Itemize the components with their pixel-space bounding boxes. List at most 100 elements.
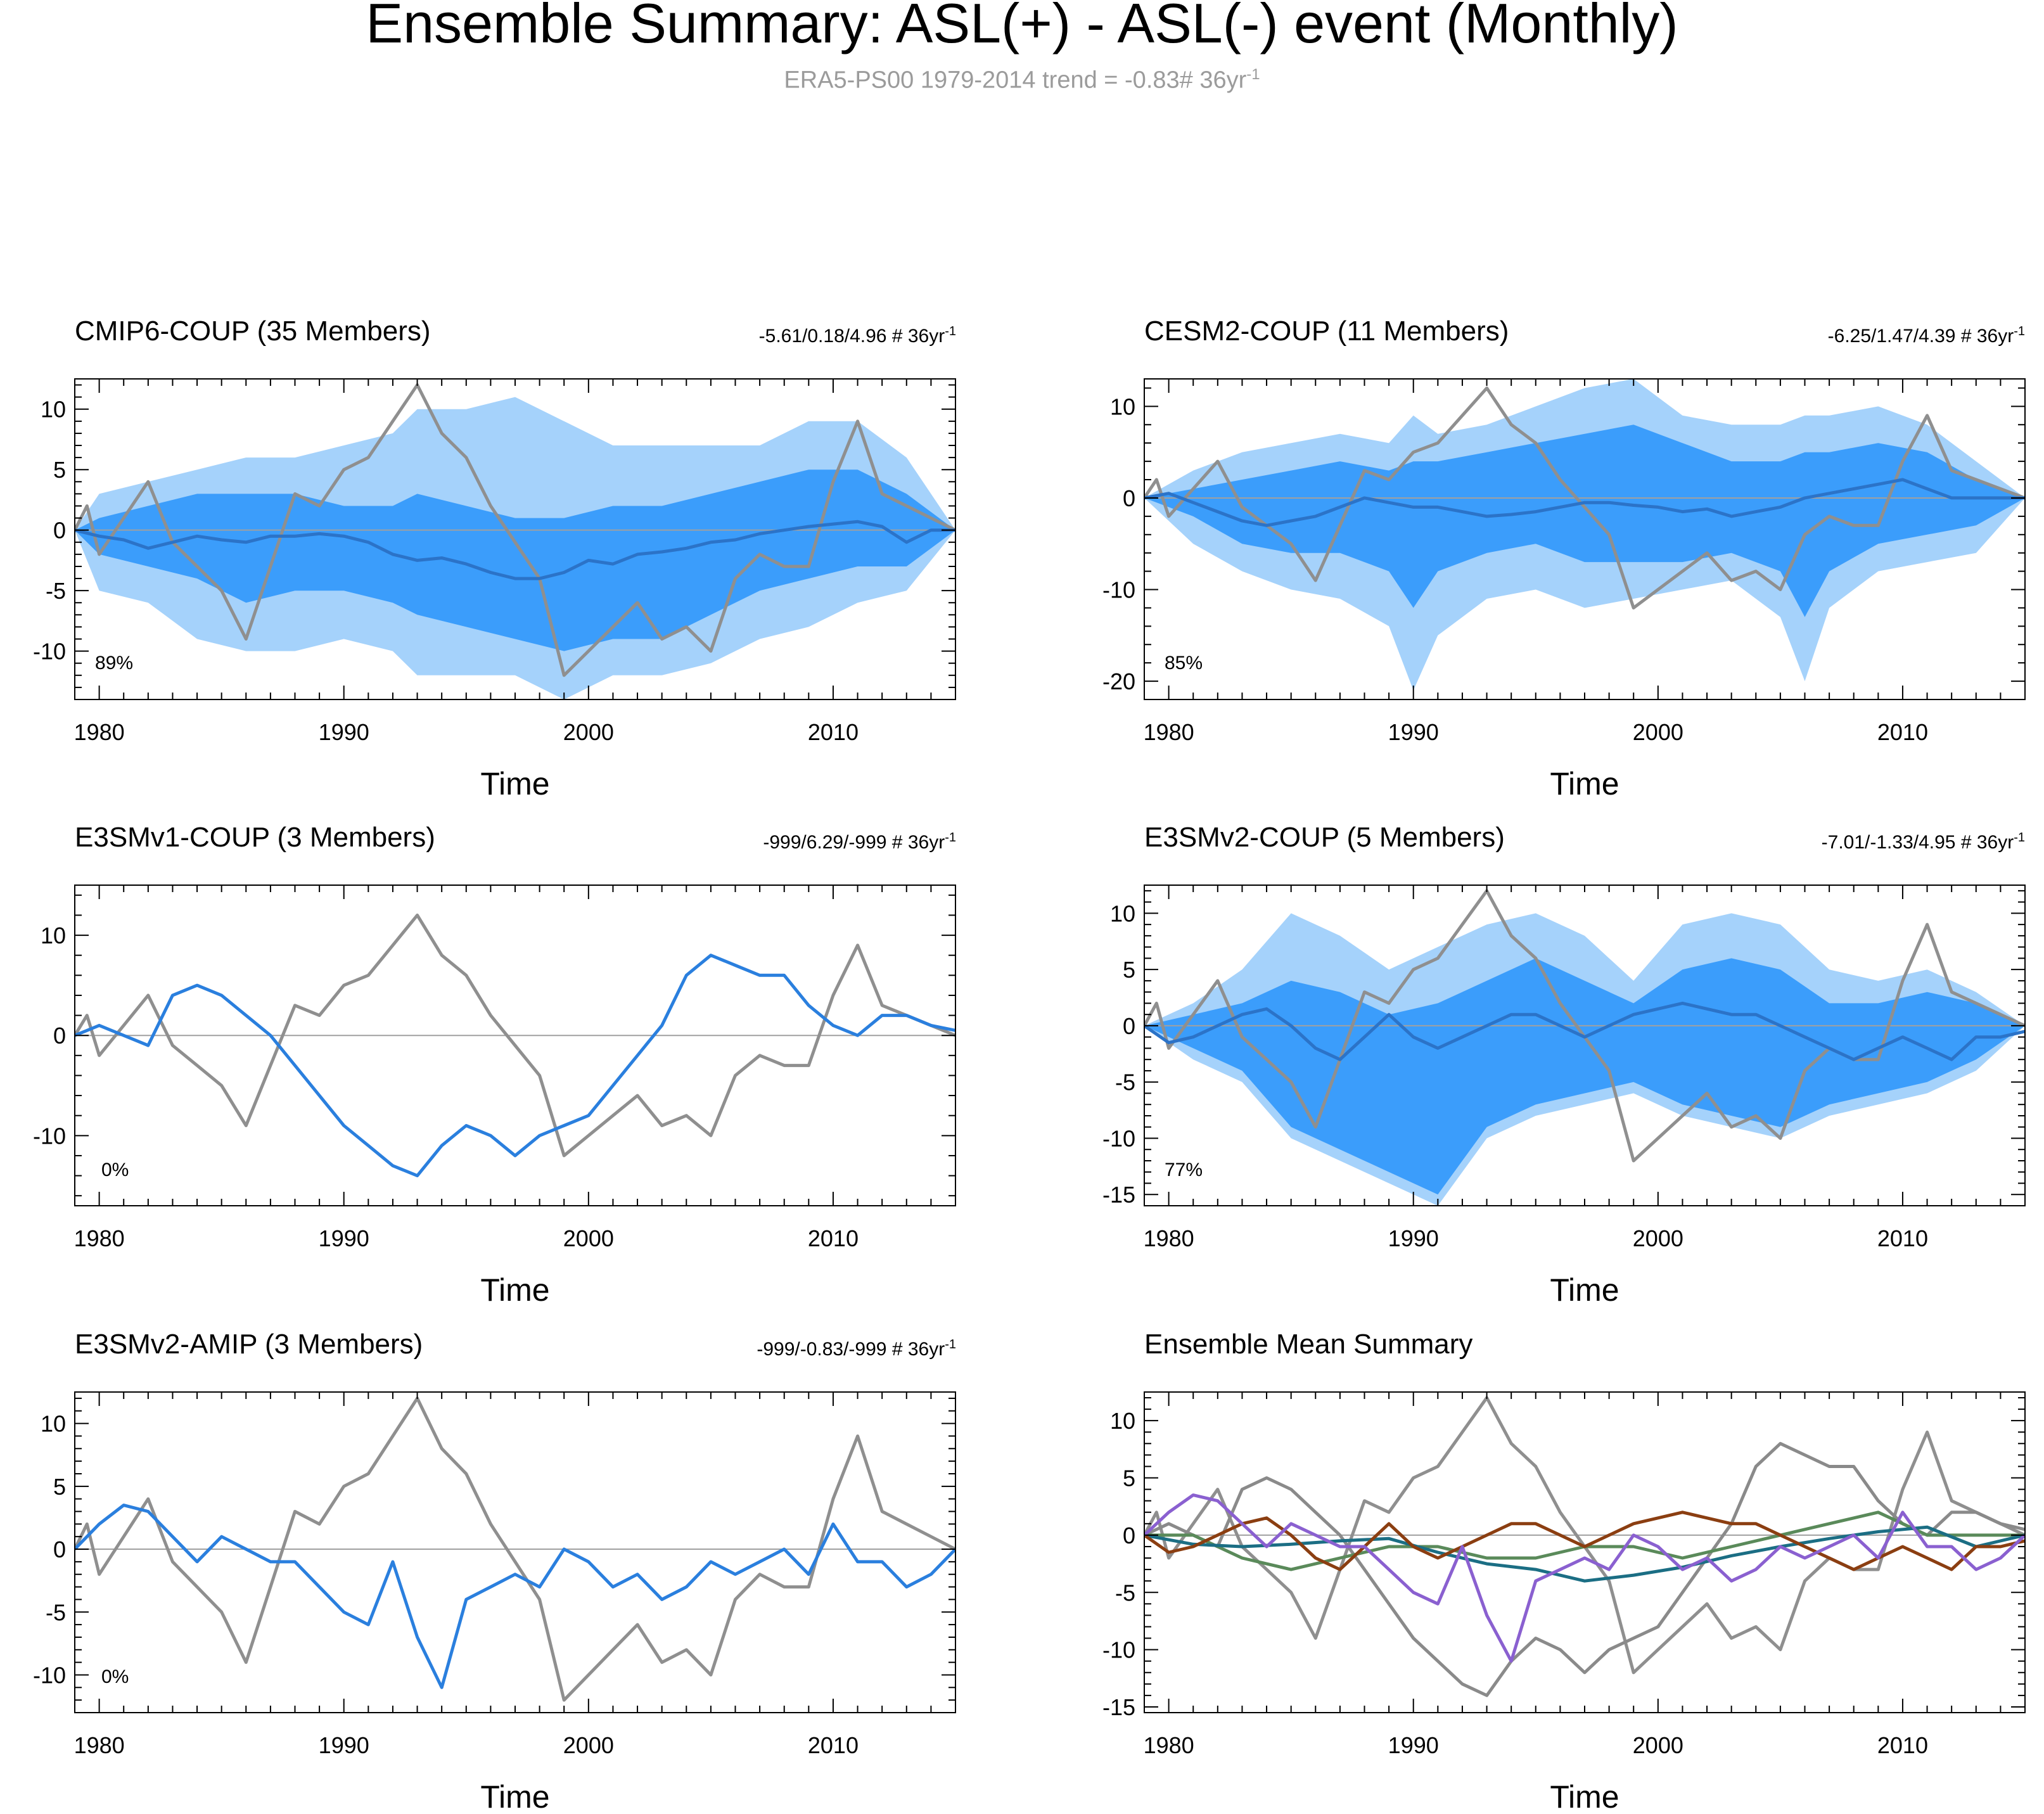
- trend-sup: -1: [945, 1338, 956, 1351]
- trend-sup: -1: [2014, 831, 2025, 845]
- y-tick-label: -10: [1102, 577, 1135, 603]
- x-tick-label: 2000: [1633, 1732, 1683, 1758]
- x-axis-label: Time: [480, 1779, 549, 1814]
- spread-band-inner: [1144, 958, 2025, 1195]
- observed-line: [75, 913, 955, 1158]
- y-tick-label: -5: [46, 1599, 66, 1625]
- y-tick-label: 0: [53, 518, 66, 544]
- summary-line: [1144, 1493, 2025, 1663]
- trend-text: -7.01/-1.33/4.95 # 36yr: [1821, 832, 2014, 853]
- panel-title-e3smv1: E3SMv1-COUP (3 Members): [75, 822, 435, 853]
- x-tick-label: 1990: [1388, 1225, 1439, 1251]
- x-tick-label: 1980: [1144, 719, 1194, 745]
- observed-line: [1144, 1396, 2025, 1675]
- trend-text: -999/6.29/-999 # 36yr: [763, 832, 945, 853]
- x-tick-label: 1990: [319, 1225, 369, 1251]
- panel-percent-e3smv2-coup: 77%: [1165, 1159, 1203, 1180]
- x-tick-label: 2010: [1877, 1732, 1928, 1758]
- x-axis-label: Time: [1550, 1779, 1619, 1814]
- y-tick-label: 0: [53, 1023, 66, 1049]
- y-tick-label: -5: [1115, 1580, 1135, 1606]
- spread-band-inner: [75, 469, 955, 651]
- plot-area: [1144, 889, 2025, 1206]
- x-axis-label: Time: [1550, 766, 1619, 802]
- y-tick-label: -5: [1115, 1070, 1135, 1095]
- x-tick-label: 2000: [1633, 719, 1683, 745]
- panel-trend-e3smv1: -999/6.29/-999 # 36yr-1: [763, 831, 956, 853]
- y-tick-label: 0: [1123, 1013, 1135, 1039]
- trend-sup: -1: [945, 324, 956, 338]
- y-tick-label: 10: [1110, 1408, 1135, 1434]
- x-tick-label: 1980: [1144, 1225, 1194, 1251]
- x-axis-label: Time: [1550, 1272, 1619, 1308]
- figure-subtitle: ERA5-PS00 1979-2014 trend = -0.83# 36yr-…: [0, 66, 2044, 94]
- y-tick-label: 10: [41, 923, 66, 949]
- panel-trend-e3smv2-amip: -999/-0.83/-999 # 36yr-1: [757, 1338, 956, 1360]
- panel-trend-e3smv2-coup: -7.01/-1.33/4.95 # 36yr-1: [1822, 831, 2025, 853]
- x-tick-label: 2000: [563, 719, 614, 745]
- ensemble-mean-line: [1144, 1001, 2025, 1061]
- summary-line: [1144, 1525, 2025, 1583]
- x-tick-label: 2010: [808, 719, 859, 745]
- panel-cmip6: 1980 1990 2000 2010 -10 -5 0 5 10 Time: [33, 378, 956, 802]
- y-tick-label: 0: [53, 1536, 66, 1562]
- y-tick-label: 5: [53, 457, 66, 483]
- observed-line: [1144, 386, 2025, 610]
- ensemble-mean-line: [75, 520, 955, 580]
- y-tick-label: 0: [1123, 485, 1135, 511]
- x-tick-label: 2000: [563, 1732, 614, 1758]
- ensemble-mean-line: [75, 954, 955, 1178]
- x-tick-label: 2010: [808, 1225, 859, 1251]
- panel-percent-e3smv2-amip: 0%: [101, 1666, 129, 1687]
- panel-e3smv2_amip: 1980 1990 2000 2010 -10 -5 0 5 10 Time: [33, 1391, 956, 1814]
- x-tick-label: 1980: [74, 1225, 125, 1251]
- trend-text: -999/-0.83/-999 # 36yr: [757, 1339, 945, 1360]
- plot-area: [75, 1396, 955, 1702]
- ensemble-mean-line: [75, 1504, 955, 1689]
- y-tick-label: -15: [1102, 1182, 1135, 1208]
- x-tick-label: 2010: [1877, 1225, 1928, 1251]
- summary-line: [1144, 1511, 2025, 1571]
- summary-line: [1144, 1441, 2025, 1697]
- trend-text: -6.25/1.47/4.39 # 36yr: [1827, 326, 2014, 347]
- panel-ensemble_mean_summary: 1980 1990 2000 2010 -15 -10 -5 0 5 10 Time: [1102, 1391, 2026, 1814]
- y-tick-label: 5: [53, 1474, 66, 1500]
- y-tick-label: -10: [33, 639, 66, 665]
- observed-line: [1144, 889, 2025, 1163]
- ensemble-mean-line: [1144, 478, 2025, 527]
- panel-trend-cesm2: -6.25/1.47/4.39 # 36yr-1: [1828, 324, 2025, 347]
- subtitle-sup: -1: [1246, 66, 1260, 83]
- x-tick-label: 1980: [1144, 1732, 1194, 1758]
- plot-area: [75, 383, 955, 699]
- y-tick-label: 10: [1110, 900, 1135, 926]
- panel-e3smv1: 1980 1990 2000 2010 -10 0 10 Time: [33, 885, 956, 1308]
- y-tick-label: -10: [1102, 1125, 1135, 1151]
- trend-sup: -1: [2014, 324, 2025, 338]
- panel-percent-cmip6: 89%: [95, 653, 134, 674]
- x-axis-label: Time: [480, 1272, 549, 1308]
- x-tick-label: 1980: [74, 719, 125, 745]
- panel-trend-cmip6: -5.61/0.18/4.96 # 36yr-1: [759, 324, 956, 347]
- y-tick-label: -10: [1102, 1637, 1135, 1663]
- y-tick-label: 10: [41, 397, 66, 423]
- x-tick-label: 1990: [1388, 719, 1439, 745]
- x-tick-label: 1990: [319, 1732, 369, 1758]
- trend-sup: -1: [945, 831, 956, 845]
- panel-title-ensemble-mean: Ensemble Mean Summary: [1144, 1329, 1473, 1360]
- plot-area: [1144, 379, 2025, 691]
- panel-percent-cesm2: 85%: [1165, 653, 1203, 674]
- x-tick-label: 1990: [1388, 1732, 1439, 1758]
- panel-title-e3smv2-amip: E3SMv2-AMIP (3 Members): [75, 1329, 423, 1360]
- panel-title-cesm2: CESM2-COUP (11 Members): [1144, 316, 1509, 347]
- x-tick-label: 1980: [74, 1732, 125, 1758]
- subtitle-text: ERA5-PS00 1979-2014 trend = -0.83# 36yr: [784, 67, 1247, 94]
- x-axis-label: Time: [480, 766, 549, 802]
- y-tick-label: 5: [1123, 957, 1135, 983]
- y-tick-label: 10: [1110, 393, 1135, 419]
- panel-percent-e3smv1: 0%: [101, 1159, 129, 1180]
- y-tick-label: -5: [46, 578, 66, 604]
- y-tick-label: -15: [1102, 1694, 1135, 1720]
- y-tick-label: -10: [33, 1123, 66, 1149]
- x-tick-label: 2010: [808, 1732, 859, 1758]
